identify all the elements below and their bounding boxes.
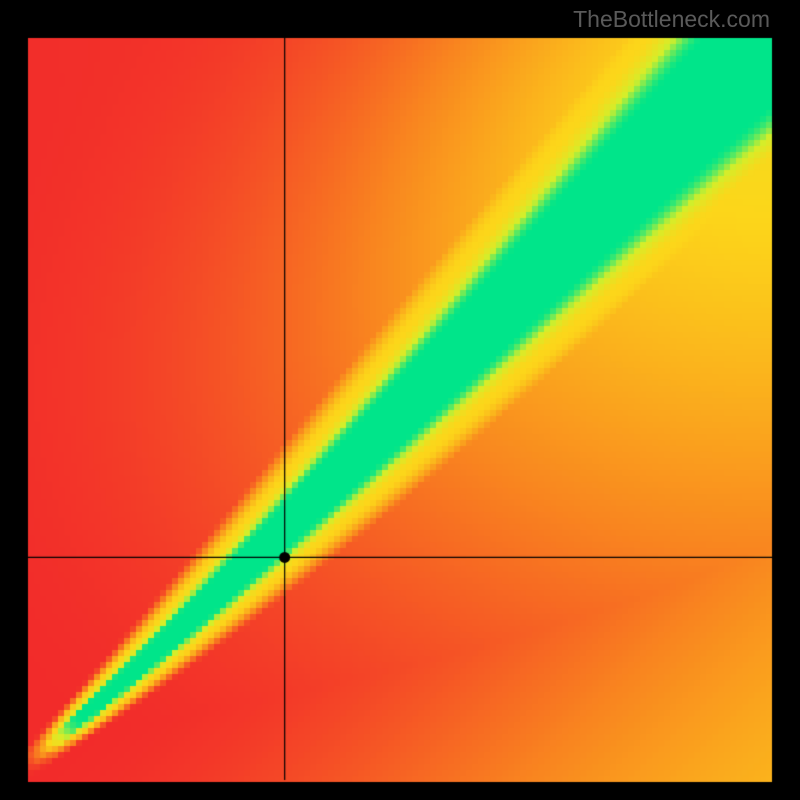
heatmap-canvas bbox=[0, 0, 800, 800]
watermark-text: TheBottleneck.com bbox=[573, 6, 770, 33]
chart-container: TheBottleneck.com bbox=[0, 0, 800, 800]
